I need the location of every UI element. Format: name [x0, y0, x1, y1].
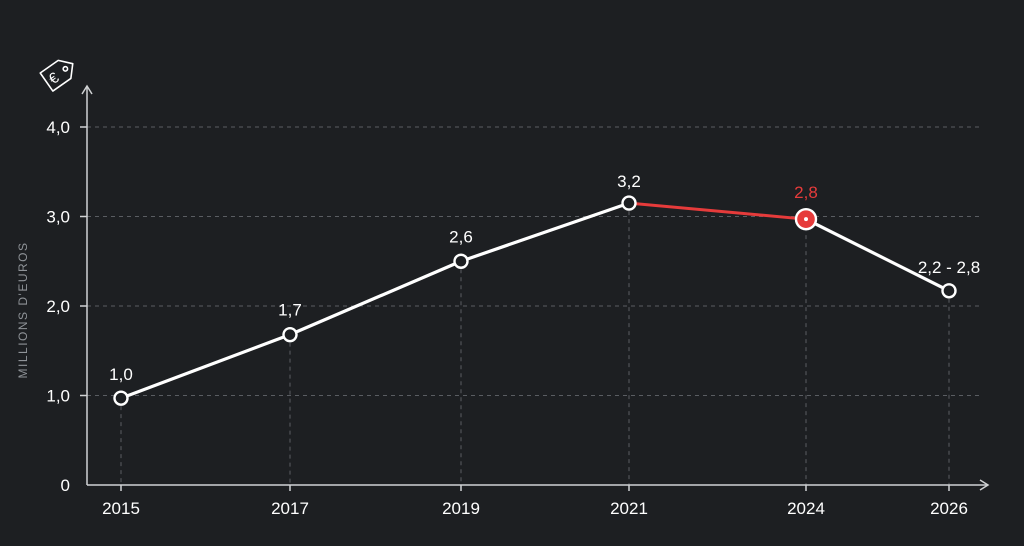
x-tick-labels: 2015 2017 2019 2021 2024 2026	[102, 499, 968, 518]
y-tick-label: 0	[61, 476, 70, 495]
line-segment	[461, 203, 629, 261]
line-segment	[806, 219, 949, 291]
data-points	[115, 197, 956, 405]
data-label: 2,6	[449, 227, 473, 246]
x-tick-label: 2015	[102, 499, 140, 518]
data-point	[623, 197, 636, 210]
grid-lines	[80, 127, 982, 491]
data-point	[115, 392, 128, 405]
data-point	[943, 284, 956, 297]
y-tick-labels: 0 1,0 2,0 3,0 4,0	[46, 118, 70, 495]
y-tick-label: 2,0	[46, 297, 70, 316]
x-tick-label: 2026	[930, 499, 968, 518]
x-tick-label: 2024	[787, 499, 825, 518]
data-label: 1,0	[109, 365, 133, 384]
data-point-center	[804, 217, 808, 221]
data-point	[455, 255, 468, 268]
x-tick-label: 2017	[271, 499, 309, 518]
data-label-highlight: 2,8	[794, 183, 818, 202]
x-tick-label: 2021	[610, 499, 648, 518]
y-tick-label: 3,0	[46, 208, 70, 227]
y-tick-label: 1,0	[46, 387, 70, 406]
x-tick-label: 2019	[442, 499, 480, 518]
data-label: 1,7	[278, 301, 302, 320]
data-point	[284, 328, 297, 341]
line-segment	[121, 335, 290, 399]
euro-price-tag-icon: €	[40, 55, 79, 91]
axes	[82, 86, 988, 490]
data-label: 3,2	[617, 172, 641, 191]
y-tick-label: 4,0	[46, 118, 70, 137]
y-axis-title: MILLIONS D'EUROS	[16, 242, 30, 379]
line-segment	[290, 261, 461, 334]
series-line	[121, 203, 949, 398]
data-label: 2,2 - 2,8	[918, 258, 980, 277]
